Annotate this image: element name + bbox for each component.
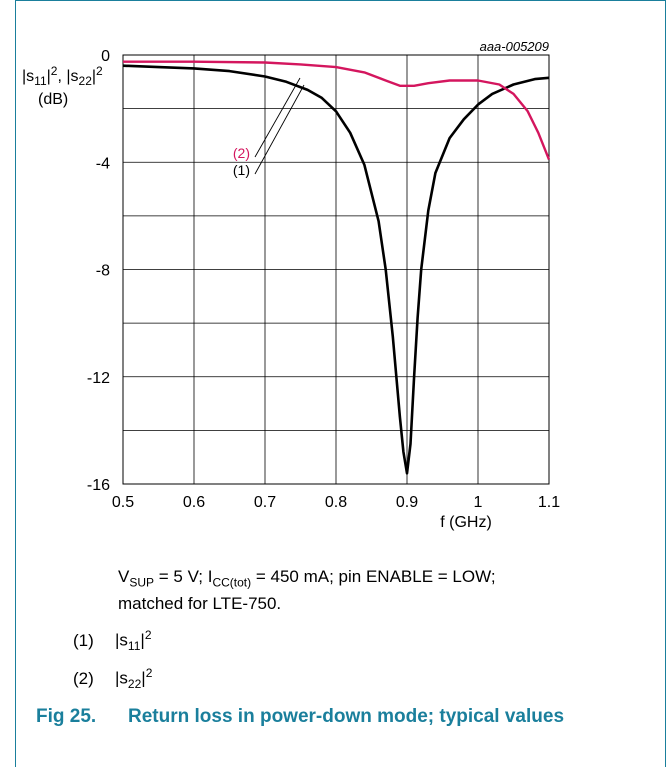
leader-line-2 [254,77,301,158]
annotation-label: (1) [233,162,250,178]
frame-left-border [15,0,16,767]
y-axis-unit: (dB) [38,91,68,108]
x-tick-label: 0.9 [396,494,418,511]
leader-line-1 [254,84,305,175]
conditions-line-1: VSUP = 5 V; ICC(tot) = 450 mA; pin ENABL… [118,567,496,590]
x-tick-label: 0.5 [112,494,134,511]
y-tick-label: -4 [96,155,110,172]
y-axis-label: |s11|2, |s22|2 [22,64,103,88]
x-tick-label: 0.8 [325,494,347,511]
y-tick-labels: 0 -4 -8 -12 -16 [87,48,110,494]
conditions-line-2: matched for LTE-750. [118,594,282,614]
x-tick-labels: 0.5 0.6 0.7 0.8 0.9 1 1.1 [112,494,560,511]
y-tick-label: -8 [96,263,110,280]
y-tick-label: -12 [87,370,110,387]
figure-id: aaa-005209 [480,39,549,54]
test-conditions: VSUP = 5 V; ICC(tot) = 450 mA; pin ENABL… [118,566,638,615]
annotation-label: (2) [233,145,250,161]
frame-right-border [665,0,666,767]
chart-grid [122,54,550,485]
legend-item-1: (1) |s11|2 [73,628,152,654]
chart-annotations: (2)(1) [233,77,305,178]
figure-title: Return loss in power-down mode; typical … [128,706,565,727]
x-tick-label: 0.7 [254,494,276,511]
legend-item-2: (2) |s22|2 [73,666,153,692]
series-line-2 [123,60,551,161]
y-tick-label: 0 [101,48,110,65]
chart-series [122,60,551,475]
x-tick-label: 1.1 [538,494,560,511]
return-loss-chart: 0.5 0.6 0.7 0.8 0.9 1 1.1 0 -4 -8 -12 -16 (2)(1) a… [22,39,560,531]
x-tick-label: 0.6 [183,494,205,511]
frame-top-border [15,0,666,1]
figure-caption: Fig 25. Return loss in power-down mode; t… [36,705,636,729]
y-tick-label: -16 [87,477,110,494]
x-tick-label: 1 [474,494,483,511]
x-axis-label: f (GHz) [440,514,492,531]
figure-label: Fig 25. [36,706,97,727]
series-line-1 [122,64,550,475]
